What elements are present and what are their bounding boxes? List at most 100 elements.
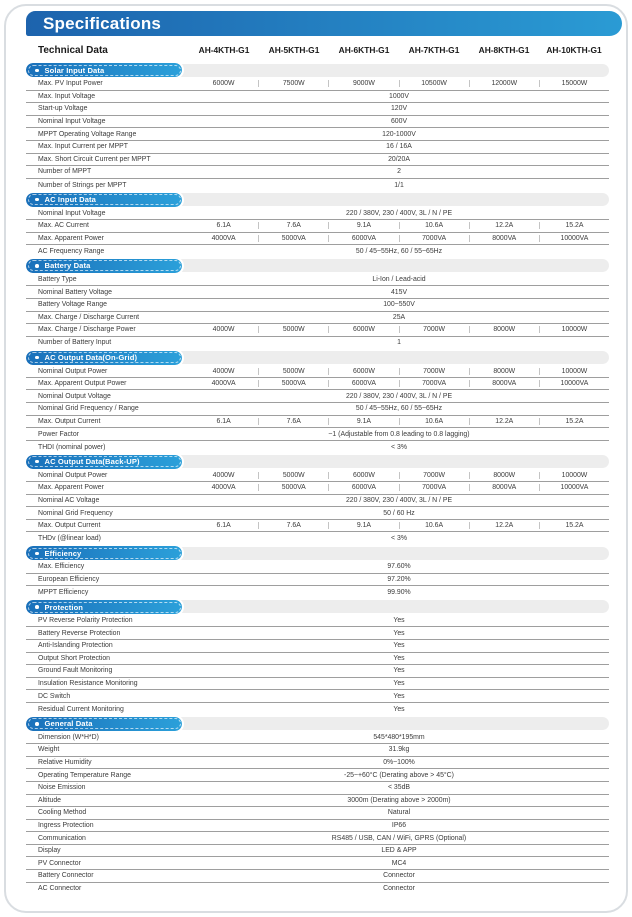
section-header-protection: Protection [24,598,609,617]
section-title: Solar Input Data [44,65,105,75]
bullet-icon [35,197,39,202]
row-label: Max. PV Input Power [38,80,103,88]
row-label: Ground Fault Monitoring [38,667,113,675]
row-value-merged: Yes [393,629,405,637]
row-value: 7000VA [422,234,447,242]
section-header-pill: Protection [24,598,184,617]
row-value-merged: ~1 (Adjustable from 0.8 leading to 0.8 l… [328,430,470,438]
row-value-merged: Yes [393,642,405,650]
row-label: Operating Temperature Range [38,771,131,779]
section-efficiency: Efficiency Max. Efficiency 97.60% European … [24,544,609,599]
row-label: Nominal Battery Voltage [38,288,112,296]
row-value: 10500W [421,80,447,88]
column-divider [398,522,400,530]
column-divider [328,380,330,388]
row-value: 4000W [212,367,235,375]
table-row: Start-up Voltage 120V [26,103,609,116]
row-value: 6000W [353,326,375,334]
bullet-icon [35,459,39,464]
row-value: 7.6A [286,522,301,530]
row-value: 10000W [561,367,588,375]
table-row: Nominal Output Power 4000W 5000W 6000W 7000W… [26,365,609,378]
row-values: 6000W 7500W 9000W 10500W 12000W 15000W [189,80,609,88]
row-value-merged: 415V [390,288,408,296]
row-label: Number of MPPT [38,168,92,176]
row-value: 6000W [212,80,235,88]
section-header-ac-output-data-back-up: AC Output Data(Back-UP) [24,452,609,471]
table-row: Nominal Grid Frequency 50 / 60 Hz [26,507,609,520]
table-row: THDv (@linear load) < 3% [26,532,609,545]
table-row: Max. Output Current 6.1A 7.6A 9.1A 10.6A 12.2… [26,520,609,533]
table-row: Display LED & APP [26,845,609,858]
column-divider [538,234,540,242]
row-value: 7000W [423,326,446,334]
row-value: 7000W [423,367,446,375]
column-divider [398,484,400,492]
row-label: Max. Charge / Discharge Power [38,326,136,334]
table-row: Noise Emission < 35dB [26,782,609,795]
row-value-merged: 120V [390,105,408,113]
table-row: Residual Current Monitoring Yes [26,703,609,716]
row-value-merged: 97.20% [387,575,411,583]
column-divider [468,484,470,492]
row-value: 10000W [561,326,588,334]
section-ac-output-data-on-grid: AC Output Data(On-Grid) Nominal Output Po… [24,348,609,453]
row-value: 10.6A [425,522,444,530]
bullet-icon [35,355,39,360]
section-general-data: General Data Dimension (W*H*D) 545*480*195… [24,714,609,896]
row-label: AC Frequency Range [38,247,105,255]
row-value-merged: Li-Ion / Lead-acid [372,276,426,284]
row-value: 8000VA [492,484,517,492]
row-label: Nominal Grid Frequency / Range [38,405,139,413]
table-row: Max. Apparent Power 4000VA 5000VA 6000VA 700… [26,233,609,246]
row-value: 6000W [353,367,375,375]
row-value: 4000W [212,326,235,334]
table-row: Power Factor ~1 (Adjustable from 0.8 lead… [26,428,609,441]
row-label: European Efficiency [38,575,100,583]
table-row: Max. Output Current 6.1A 7.6A 9.1A 10.6A 12.2… [26,416,609,429]
column-divider [258,234,260,242]
row-label: Insulation Resistance Monitoring [38,680,138,688]
row-label: Max. Apparent Power [38,234,104,242]
row-value-merged: < 3% [391,443,407,451]
row-label: Max. Efficiency [38,563,85,571]
row-value-merged: -25~+60°C (Derating above > 45°C) [344,771,454,779]
column-divider [398,417,400,425]
row-label: Max. Apparent Power [38,484,104,492]
table-row: Number of Strings per MPPT 1/1 [26,179,609,192]
row-value-merged: 100~550V [383,301,415,309]
table-row: Nominal AC Voltage 220 / 380V, 230 / 400V… [26,495,609,508]
column-divider [468,522,470,530]
column-divider [468,367,470,375]
column-divider [538,522,540,530]
row-value-merged: 1 [397,339,401,347]
row-value-merged: 99.90% [387,588,411,596]
page-title: Specifications [43,13,162,33]
model-column-header: AH-6KTH-G1 [338,45,390,55]
table-row: Communication RS485 / USB, CAN / WiFi, GP… [26,832,609,845]
row-label: PV Reverse Polarity Protection [38,617,133,625]
bullet-icon [35,264,39,268]
table-row: Max. PV Input Power 6000W 7500W 9000W 10500W… [26,78,609,91]
row-label: Weight [38,746,60,754]
column-divider [468,80,470,88]
column-divider [538,326,540,334]
table-row: Insulation Resistance Monitoring Yes [26,678,609,691]
table-row: Cooling Method Natural [26,807,609,820]
row-label: Nominal AC Voltage [38,496,100,504]
row-label: Battery Voltage Range [38,301,107,309]
table-row: Max. Apparent Power 4000VA 5000VA 6000VA 700… [26,482,609,495]
section-battery-data: Battery Data Battery Type Li-Ion / Lead-ac… [24,256,609,350]
table-row: PV Reverse Polarity Protection Yes [26,615,609,628]
row-value: 7000VA [422,484,447,492]
column-divider [398,367,400,375]
row-value-merged: 1/1 [394,181,404,189]
column-divider [258,522,260,530]
section-header-battery-data: Battery Data [24,256,609,275]
table-row: Altitude 3000m (Derating above > 2000m) [26,795,609,808]
model-column-header: AH-5KTH-G1 [268,45,320,55]
column-divider [538,222,540,230]
model-column-header: AH-4KTH-G1 [198,45,250,55]
row-value: 4000VA [211,484,236,492]
row-value-merged: 220 / 380V, 230 / 400V, 3L / N / PE [345,496,453,504]
